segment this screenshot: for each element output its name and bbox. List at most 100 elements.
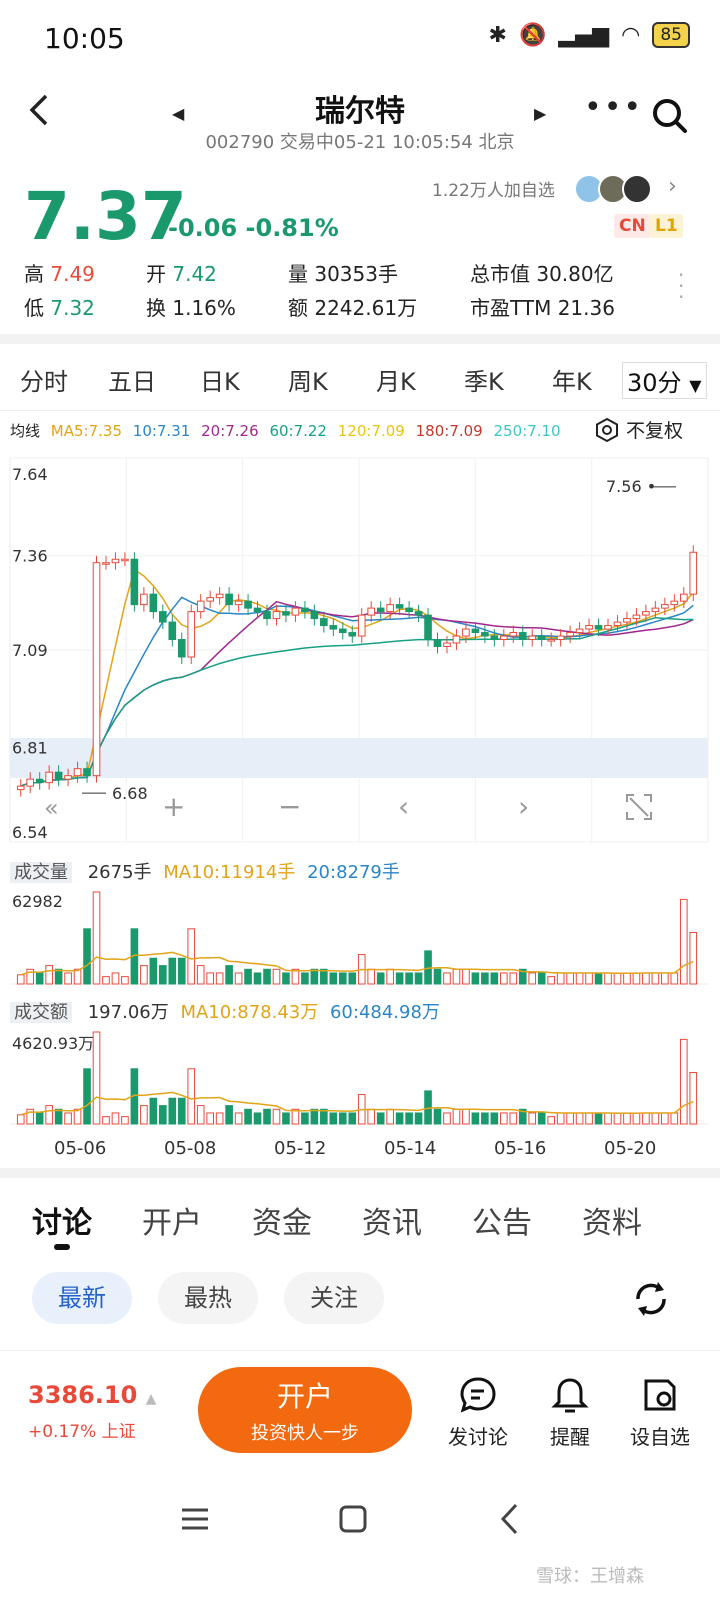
bar bbox=[518, 968, 527, 985]
candle bbox=[367, 607, 376, 616]
candle bbox=[424, 614, 432, 641]
search-icon[interactable] bbox=[650, 96, 690, 140]
tab-capital[interactable]: 资金 bbox=[252, 1206, 312, 1241]
ma60-value: 60:7.22 bbox=[269, 422, 327, 440]
next-stock-icon[interactable]: ▶ bbox=[534, 104, 547, 123]
bar bbox=[509, 972, 518, 985]
back-nav-icon[interactable] bbox=[498, 1502, 522, 1540]
add-watchlist-button[interactable]: 设自选 bbox=[620, 1375, 700, 1450]
bar bbox=[149, 957, 158, 985]
candle bbox=[206, 597, 214, 602]
date-label: 05-14 bbox=[384, 1138, 437, 1159]
tab-daily-k[interactable]: 日K bbox=[200, 368, 240, 396]
candle bbox=[509, 632, 518, 637]
bar bbox=[623, 972, 631, 985]
level-tag-l1: L1 bbox=[650, 214, 683, 238]
bar bbox=[575, 972, 584, 985]
watermark: 雪球：王增森 bbox=[536, 1566, 644, 1587]
open-label: 开 bbox=[146, 262, 166, 286]
tab-yearly-k[interactable]: 年K bbox=[552, 368, 592, 396]
back-button[interactable] bbox=[24, 90, 54, 140]
bar bbox=[556, 1112, 565, 1125]
bar bbox=[594, 972, 603, 985]
bar bbox=[234, 1112, 243, 1125]
candle bbox=[130, 558, 139, 606]
tab-discussion[interactable]: 讨论 bbox=[32, 1206, 92, 1241]
watchers-count[interactable]: 1.22万人加自选 bbox=[432, 181, 555, 201]
tab-open-account[interactable]: 开户 bbox=[142, 1206, 202, 1241]
caret-down-icon: ▼ bbox=[689, 376, 702, 395]
bar bbox=[272, 1108, 281, 1125]
home-icon[interactable] bbox=[338, 1504, 368, 1538]
bar bbox=[215, 972, 224, 985]
bar bbox=[196, 965, 205, 985]
menu-icon[interactable] bbox=[180, 1504, 210, 1538]
tab-five-day[interactable]: 五日 bbox=[108, 368, 156, 396]
bar bbox=[679, 898, 688, 985]
bar bbox=[206, 972, 214, 985]
tab-announcements[interactable]: 公告 bbox=[472, 1206, 532, 1241]
candle bbox=[632, 614, 641, 620]
more-stats-icon[interactable]: · · · bbox=[678, 263, 685, 309]
candles bbox=[16, 545, 698, 797]
tab-intraday[interactable]: 分时 bbox=[20, 368, 68, 396]
post-discussion-button[interactable]: 发讨论 bbox=[438, 1375, 518, 1450]
filter-latest[interactable]: 最新 bbox=[32, 1272, 132, 1324]
chevron-right-icon[interactable]: › bbox=[668, 174, 677, 199]
bar bbox=[528, 972, 537, 985]
tab-monthly-k[interactable]: 月K bbox=[376, 368, 416, 396]
bar bbox=[632, 972, 641, 985]
zoom-in-icon[interactable]: + bbox=[162, 790, 186, 823]
bar bbox=[140, 1105, 148, 1125]
amount-ma60: 60:484.98万 bbox=[329, 1002, 440, 1023]
amount-chart[interactable] bbox=[0, 1024, 720, 1130]
tab-30min-label: 30分 bbox=[627, 369, 682, 397]
more-icon[interactable]: ••• bbox=[584, 90, 644, 125]
index-value[interactable]: 3386.10 ▲ bbox=[28, 1381, 156, 1409]
low-marker-label: 6.68 bbox=[112, 784, 148, 803]
bar bbox=[462, 1108, 470, 1125]
bar bbox=[613, 1112, 622, 1125]
ma250-value: 250:7.10 bbox=[493, 422, 561, 440]
reminder-label: 提醒 bbox=[550, 1425, 590, 1449]
zoom-out-icon[interactable]: − bbox=[278, 790, 302, 823]
bottom-bar: 3386.10 ▲ +0.17% 上证 开户 投资快人一步 发讨论 提醒 设自选 bbox=[0, 1350, 720, 1472]
open-account-button[interactable]: 开户 投资快人一步 bbox=[198, 1367, 412, 1453]
amount-panel-label: 成交额 bbox=[10, 1002, 72, 1023]
tab-profile[interactable]: 资料 bbox=[582, 1206, 642, 1241]
watcher-avatars[interactable] bbox=[574, 174, 652, 204]
prev-stock-icon[interactable]: ◀ bbox=[172, 104, 185, 123]
scroll-right-icon[interactable]: › bbox=[518, 790, 530, 823]
bar bbox=[121, 976, 129, 985]
tab-30min[interactable]: 30分 ▼ bbox=[622, 362, 707, 399]
bar bbox=[320, 968, 328, 985]
turnover-label: 换 bbox=[146, 296, 166, 320]
bar bbox=[16, 974, 25, 985]
candle bbox=[670, 600, 679, 606]
reminder-button[interactable]: 提醒 bbox=[530, 1375, 610, 1450]
bar bbox=[329, 1112, 338, 1125]
collapse-left-icon[interactable]: « bbox=[44, 794, 59, 822]
filter-following[interactable]: 关注 bbox=[284, 1272, 384, 1324]
tab-news[interactable]: 资讯 bbox=[362, 1206, 422, 1241]
bar bbox=[168, 957, 177, 985]
bar bbox=[490, 1112, 499, 1125]
chat-icon bbox=[460, 1377, 496, 1413]
bar bbox=[500, 972, 508, 985]
candle bbox=[45, 771, 53, 784]
bar bbox=[26, 1108, 35, 1125]
bar bbox=[121, 1116, 129, 1125]
tab-weekly-k[interactable]: 周K bbox=[288, 368, 328, 396]
stock-subtitle: 002790 交易中05-21 10:05:54 北京 bbox=[205, 132, 515, 153]
filter-hot[interactable]: 最热 bbox=[158, 1272, 258, 1324]
bar bbox=[73, 1108, 82, 1125]
adjust-toggle[interactable]: 不复权 bbox=[594, 416, 683, 443]
scroll-left-icon[interactable]: ‹ bbox=[398, 790, 410, 823]
mktcap-label: 总市值 bbox=[470, 262, 530, 286]
status-bar: 10:05 ✱ 🔕 ▂▄▆ ◠ 85 bbox=[0, 0, 720, 80]
refresh-icon[interactable] bbox=[630, 1278, 672, 1324]
kline-chart[interactable]: 7.64 7.36 7.09 6.81 6.54 7.56 • 6.68 bbox=[0, 448, 720, 852]
tab-quarterly-k[interactable]: 季K bbox=[464, 368, 504, 396]
volume-chart[interactable] bbox=[0, 884, 720, 990]
fullscreen-icon[interactable] bbox=[624, 792, 654, 826]
